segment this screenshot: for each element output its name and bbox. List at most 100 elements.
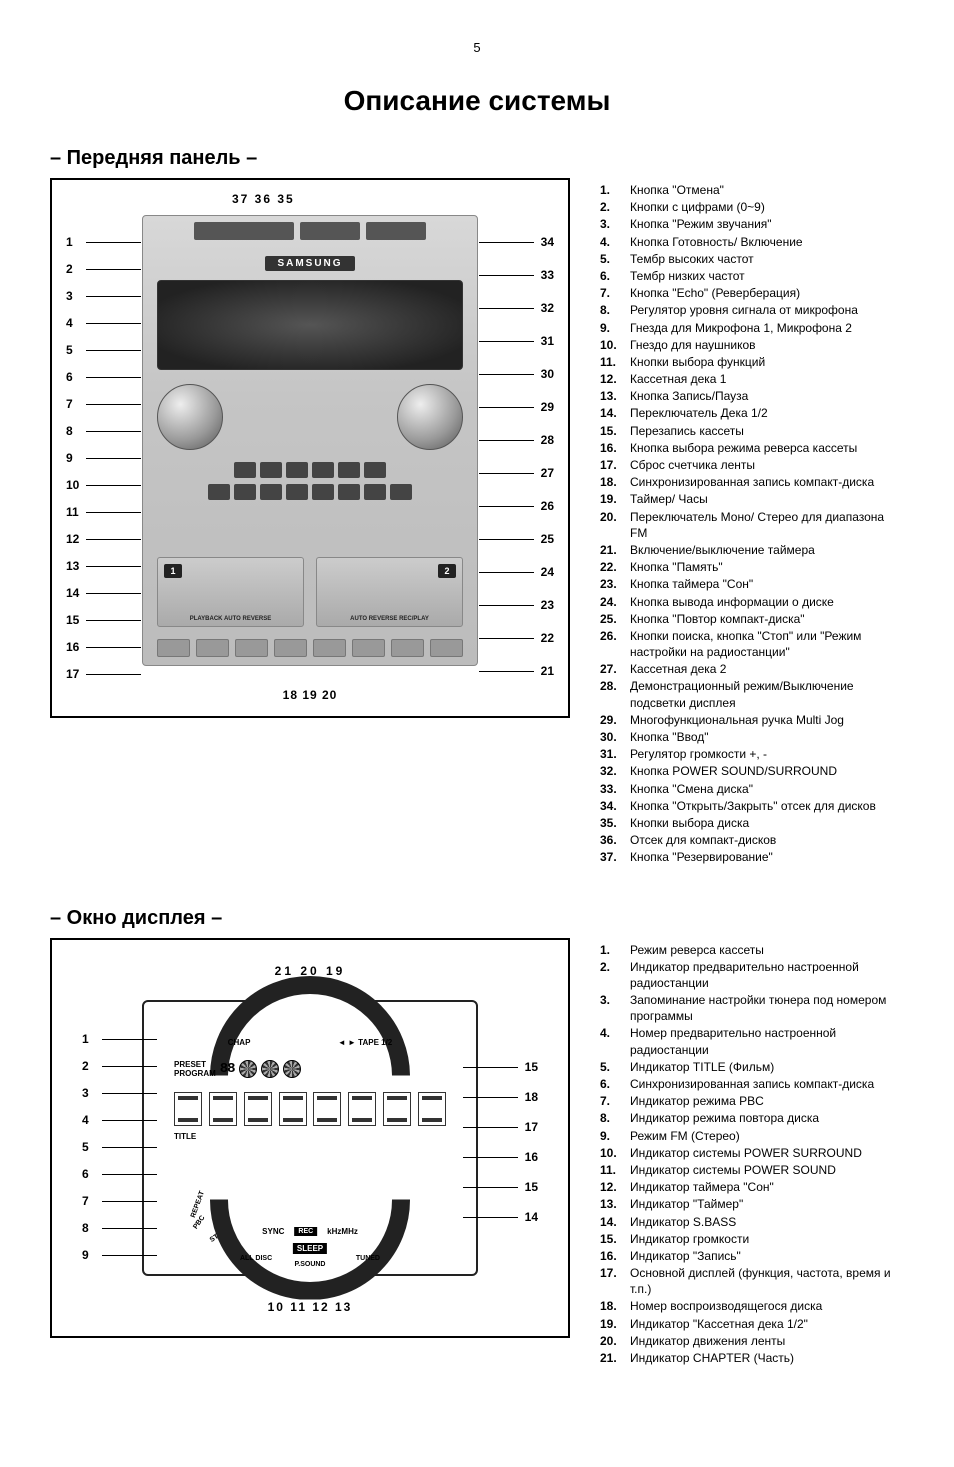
legend-text: Режим реверса кассеты (630, 942, 904, 958)
legend-text: Кнопка Запись/Пауза (630, 388, 904, 404)
legend-item: 18.Номер воспроизводящегося диска (600, 1298, 904, 1314)
seg88-icon: 88 (220, 1061, 235, 1077)
legend-text: Запоминание настройки тюнера под номером… (630, 992, 904, 1024)
tape2-number: 2 (438, 564, 456, 578)
legend-text: Регулятор уровня сигнала от микрофона (630, 302, 904, 318)
legend-number: 6. (600, 1076, 630, 1092)
legend-number: 8. (600, 1110, 630, 1126)
legend-item: 19.Таймер/ Часы (600, 491, 904, 507)
callout-number: 8 (66, 424, 77, 438)
legend-item: 6.Синхронизированная запись компакт-диск… (600, 1076, 904, 1092)
callout-number: 3 (66, 289, 77, 303)
callout-number: 33 (537, 268, 554, 282)
legend-text: Индикатор "Кассетная дека 1/2" (630, 1316, 904, 1332)
front-top-callouts: 37 36 35 (232, 192, 432, 206)
page-title: Описание системы (50, 85, 904, 117)
legend-text: Синхронизированная запись компакт-диска (630, 474, 904, 490)
legend-text: Кнопки выбора функций (630, 354, 904, 370)
legend-text: Гнезда для Микрофона 1, Микрофона 2 (630, 320, 904, 336)
legend-number: 21. (600, 542, 630, 558)
legend-number: 10. (600, 337, 630, 353)
callout-number: 32 (537, 301, 554, 315)
legend-item: 2.Кнопки с цифрами (0~9) (600, 199, 904, 215)
legend-number: 25. (600, 611, 630, 627)
legend-item: 34.Кнопка "Открыть/Закрыть" отсек для ди… (600, 798, 904, 814)
bottom-button-row (157, 639, 463, 657)
legend-text: Перезапись кассеты (630, 423, 904, 439)
disc-icon (261, 1060, 279, 1078)
callout-number: 14 (521, 1210, 538, 1224)
callout-number: 4 (82, 1113, 93, 1127)
legend-text: Таймер/ Часы (630, 491, 904, 507)
legend-number: 3. (600, 992, 630, 1008)
legend-text: Индикатор "Таймер" (630, 1196, 904, 1212)
legend-text: Кнопки выбора диска (630, 815, 904, 831)
legend-number: 26. (600, 628, 630, 644)
callout-number: 15 (66, 613, 83, 627)
callout-number: 16 (521, 1150, 538, 1164)
legend-number: 14. (600, 1214, 630, 1230)
legend-text: Индикатор таймера "Сон" (630, 1179, 904, 1195)
legend-number: 7. (600, 285, 630, 301)
page-number: 5 (50, 40, 904, 55)
legend-number: 8. (600, 302, 630, 318)
legend-item: 32.Кнопка POWER SOUND/SURROUND (600, 763, 904, 779)
legend-item: 5.Индикатор TITLE (Фильм) (600, 1059, 904, 1075)
legend-item: 13.Индикатор "Таймер" (600, 1196, 904, 1212)
callout-number: 6 (66, 370, 77, 384)
front-bottom-callouts: 18 19 20 (52, 688, 568, 702)
legend-item: 9.Гнезда для Микрофона 1, Микрофона 2 (600, 320, 904, 336)
repeat-label: REPEAT (190, 1190, 206, 1219)
main-digit-row (174, 1092, 446, 1126)
brand-label: SAMSUNG (265, 256, 355, 271)
callout-number: 15 (521, 1180, 538, 1194)
legend-text: Индикатор предварительно настроенной рад… (630, 959, 904, 991)
legend-number: 17. (600, 1265, 630, 1281)
legend-item: 6.Тембр низких частот (600, 268, 904, 284)
callout-number: 22 (537, 631, 554, 645)
legend-number: 5. (600, 251, 630, 267)
legend-item: 8.Регулятор уровня сигнала от микрофона (600, 302, 904, 318)
front-panel-legend: 1.Кнопка "Отмена"2.Кнопки с цифрами (0~9… (600, 182, 904, 866)
legend-number: 6. (600, 268, 630, 284)
legend-item: 21.Включение/выключение таймера (600, 542, 904, 558)
legend-number: 33. (600, 781, 630, 797)
callout-number: 27 (537, 466, 554, 480)
device-body: SAMSUNG 1 PLAYBACK AUTO REVERSE 2 AUTO R… (142, 215, 478, 666)
legend-item: 15.Перезапись кассеты (600, 423, 904, 439)
right-dial (397, 384, 463, 450)
legend-number: 17. (600, 457, 630, 473)
button-row-2 (157, 484, 463, 500)
legend-text: Кнопки поиска, кнопка "Стоп" или "Режим … (630, 628, 904, 660)
callout-number: 17 (66, 667, 83, 681)
callout-number: 12 (66, 532, 83, 546)
legend-item: 10.Гнездо для наушников (600, 337, 904, 353)
legend-text: Регулятор громкости +, - (630, 746, 904, 762)
legend-number: 19. (600, 1316, 630, 1332)
legend-text: Кнопка "Смена диска" (630, 781, 904, 797)
callout-number: 9 (82, 1248, 93, 1262)
legend-text: Основной дисплей (функция, частота, врем… (630, 1265, 904, 1297)
legend-number: 7. (600, 1093, 630, 1109)
display-window-legend: 1.Режим реверса кассеты2.Индикатор предв… (600, 942, 904, 1367)
callout-number: 5 (82, 1140, 93, 1154)
legend-text: Кнопки с цифрами (0~9) (630, 199, 904, 215)
legend-item: 35.Кнопки выбора диска (600, 815, 904, 831)
tape2-label: AUTO REVERSE REC/PLAY (317, 616, 462, 622)
device-top-panels (151, 222, 469, 248)
legend-number: 10. (600, 1145, 630, 1161)
legend-number: 16. (600, 1248, 630, 1264)
front-panel-heading: – Передняя панель – (50, 147, 904, 170)
rec-badge: REC (294, 1227, 317, 1236)
tape-deck-2: 2 AUTO REVERSE REC/PLAY (316, 557, 463, 627)
legend-text: Кассетная дека 1 (630, 371, 904, 387)
legend-item: 7.Кнопка "Echo" (Реверберация) (600, 285, 904, 301)
chap-icon: CHAP (228, 1038, 251, 1047)
legend-number: 22. (600, 559, 630, 575)
callout-number: 30 (537, 367, 554, 381)
legend-text: Гнездо для наушников (630, 337, 904, 353)
legend-text: Индикатор TITLE (Фильм) (630, 1059, 904, 1075)
legend-number: 24. (600, 594, 630, 610)
legend-text: Индикатор режима PBC (630, 1093, 904, 1109)
callout-number: 3 (82, 1086, 93, 1100)
